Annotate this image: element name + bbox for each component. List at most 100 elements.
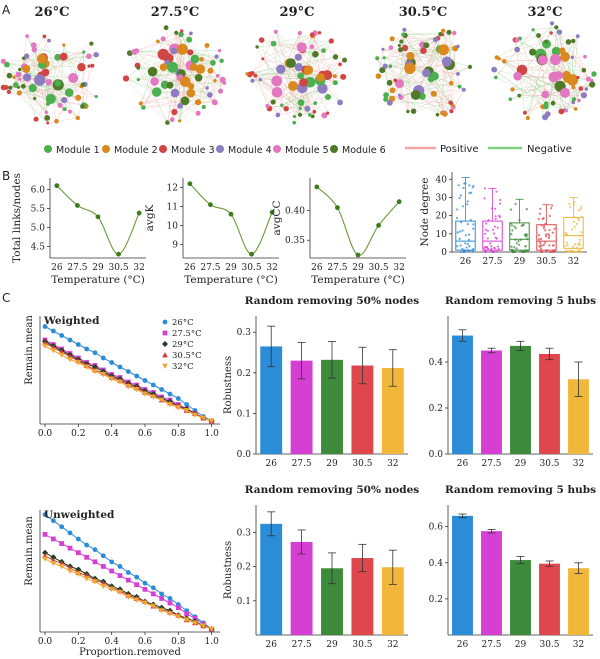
jitter-point	[544, 229, 547, 232]
network-node	[508, 97, 513, 101]
network-node	[448, 80, 454, 86]
jitter-point	[466, 203, 469, 206]
network-node	[199, 57, 204, 62]
data-point	[59, 524, 65, 530]
network-node	[573, 107, 578, 111]
network-title: 26°C	[35, 5, 70, 20]
data-point	[58, 564, 65, 570]
legend-swatch	[44, 145, 52, 153]
data-point	[183, 617, 190, 623]
legend-swatch	[102, 145, 110, 153]
network-node	[510, 87, 515, 92]
data-point	[192, 615, 198, 621]
x-tick-label: 29	[515, 459, 527, 469]
network-node	[382, 63, 388, 69]
x-tick-label: 29	[515, 640, 527, 650]
network-edge	[206, 45, 216, 103]
network-node	[545, 111, 551, 117]
network-node	[551, 46, 561, 57]
jitter-point	[511, 248, 514, 252]
network-edge	[125, 34, 181, 79]
network-node	[549, 54, 562, 66]
legend-label: 29°C	[172, 340, 194, 350]
network-edge	[499, 40, 574, 59]
x-tick-label: 30.5	[536, 257, 556, 267]
network-node	[550, 100, 556, 106]
jitter-point	[484, 232, 487, 235]
network-node	[420, 47, 427, 54]
y-tick-label: 0.1	[237, 597, 251, 607]
bar	[290, 541, 313, 635]
network-edge	[15, 84, 47, 113]
data-point	[335, 205, 340, 211]
data-point	[84, 346, 90, 352]
data-point	[167, 600, 173, 606]
legend-swatch	[273, 145, 281, 153]
x-tick-label: 27.5	[67, 263, 87, 273]
jitter-point	[461, 247, 464, 250]
data-point	[117, 564, 123, 569]
network-edge	[63, 56, 90, 67]
network-edge	[504, 59, 543, 62]
y-tick-label: 0.2	[429, 595, 443, 605]
network-node	[62, 107, 67, 112]
network-node	[571, 97, 577, 102]
jitter-point	[571, 228, 574, 231]
data-point	[42, 549, 48, 556]
jitter-point	[578, 249, 581, 252]
network-node	[205, 86, 209, 90]
jitter-point	[464, 242, 467, 245]
network-node	[398, 47, 403, 53]
network-node	[310, 114, 315, 119]
network-edge	[277, 40, 332, 116]
x-tick-label: 0.8	[171, 429, 186, 439]
jitter-point	[548, 234, 551, 237]
x-tick-label: 32	[387, 459, 398, 469]
network-edge	[255, 31, 276, 76]
network-node	[75, 94, 82, 101]
network-title: 29°C	[280, 5, 315, 20]
y-tick-label: 0.3	[237, 328, 252, 338]
jitter-point	[580, 205, 583, 208]
network-node	[461, 87, 466, 92]
jitter-point	[484, 228, 487, 231]
network-edge	[495, 29, 534, 78]
jitter-point	[538, 245, 541, 248]
network-edge	[409, 68, 435, 94]
x-tick-label: 30.5	[242, 263, 262, 273]
jitter-point	[510, 233, 513, 236]
network-node	[37, 53, 47, 64]
jitter-point	[517, 243, 521, 246]
network-node	[178, 31, 184, 37]
network-edge	[434, 76, 446, 114]
network-edge	[15, 58, 25, 86]
series-line	[189, 183, 273, 255]
network-edge	[77, 65, 93, 119]
y-tick-label: 5.0	[31, 224, 46, 234]
network-edge	[426, 32, 455, 46]
network-node	[77, 62, 86, 72]
jitter-point	[553, 227, 556, 230]
data-point	[208, 626, 215, 632]
network-node	[167, 61, 178, 73]
network-edge	[164, 84, 173, 120]
network-node	[292, 114, 296, 119]
jitter-point	[483, 187, 486, 190]
network-edge	[19, 92, 48, 124]
network-node	[93, 52, 99, 58]
network-node	[54, 53, 62, 61]
network-node	[62, 43, 66, 47]
network-edge	[382, 49, 448, 62]
network-edge	[510, 92, 566, 100]
jitter-point	[483, 197, 486, 200]
data-point	[192, 412, 198, 418]
network-edge	[262, 32, 320, 59]
network-node	[401, 32, 406, 37]
chart-title: Random removing 50% nodes	[245, 484, 419, 496]
jitter-point	[513, 246, 516, 249]
network-node	[564, 108, 569, 113]
network-node	[186, 36, 193, 43]
panel-label-b: B	[2, 169, 10, 183]
chart-title: Random removing 50% nodes	[245, 295, 419, 307]
x-tick-label: 0.0	[38, 637, 53, 647]
